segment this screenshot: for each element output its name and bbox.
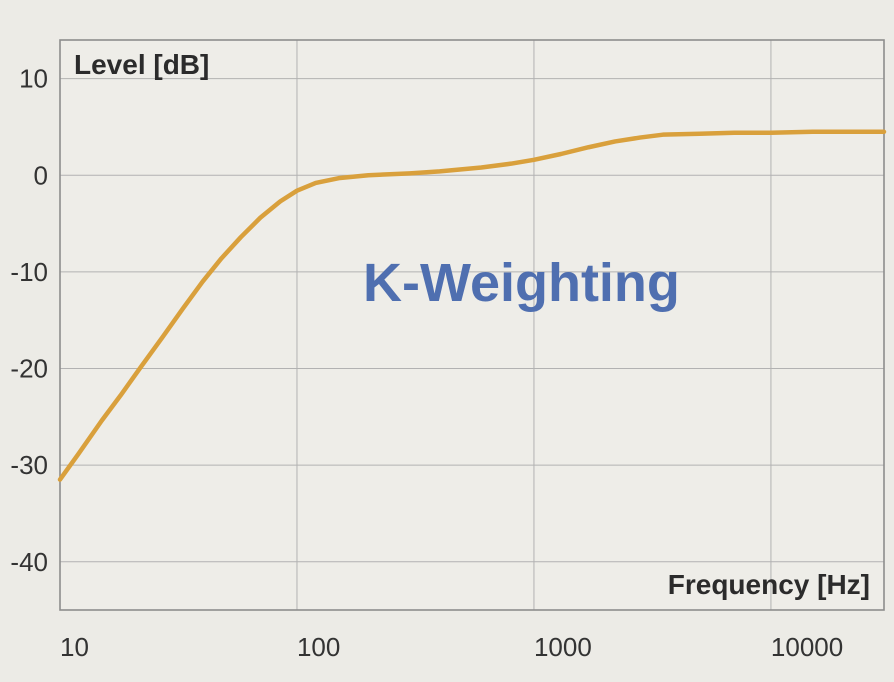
x-axis-title: Frequency [Hz] xyxy=(668,569,870,600)
chart-svg: -40 -30 -20 -10 0 10 10 100 1000 10000 Level [dB] F… xyxy=(0,0,894,682)
x-tick-label: 100 xyxy=(297,632,340,662)
y-tick-label: 10 xyxy=(19,64,48,94)
y-tick-label: -40 xyxy=(10,547,48,577)
center-label: K-Weighting xyxy=(363,253,680,313)
x-tick-label: 1000 xyxy=(534,632,592,662)
y-tick-label: -20 xyxy=(10,354,48,384)
y-tick-label: -10 xyxy=(10,257,48,287)
y-tick-label: -30 xyxy=(10,450,48,480)
x-tick-label: 10000 xyxy=(771,632,843,662)
y-tick-label: 0 xyxy=(34,160,48,190)
plot-area xyxy=(60,40,884,610)
k-weighting-chart: -40 -30 -20 -10 0 10 10 100 1000 10000 Level [dB] F… xyxy=(0,0,894,682)
y-axis-title: Level [dB] xyxy=(74,49,209,80)
x-tick-label: 10 xyxy=(60,632,89,662)
